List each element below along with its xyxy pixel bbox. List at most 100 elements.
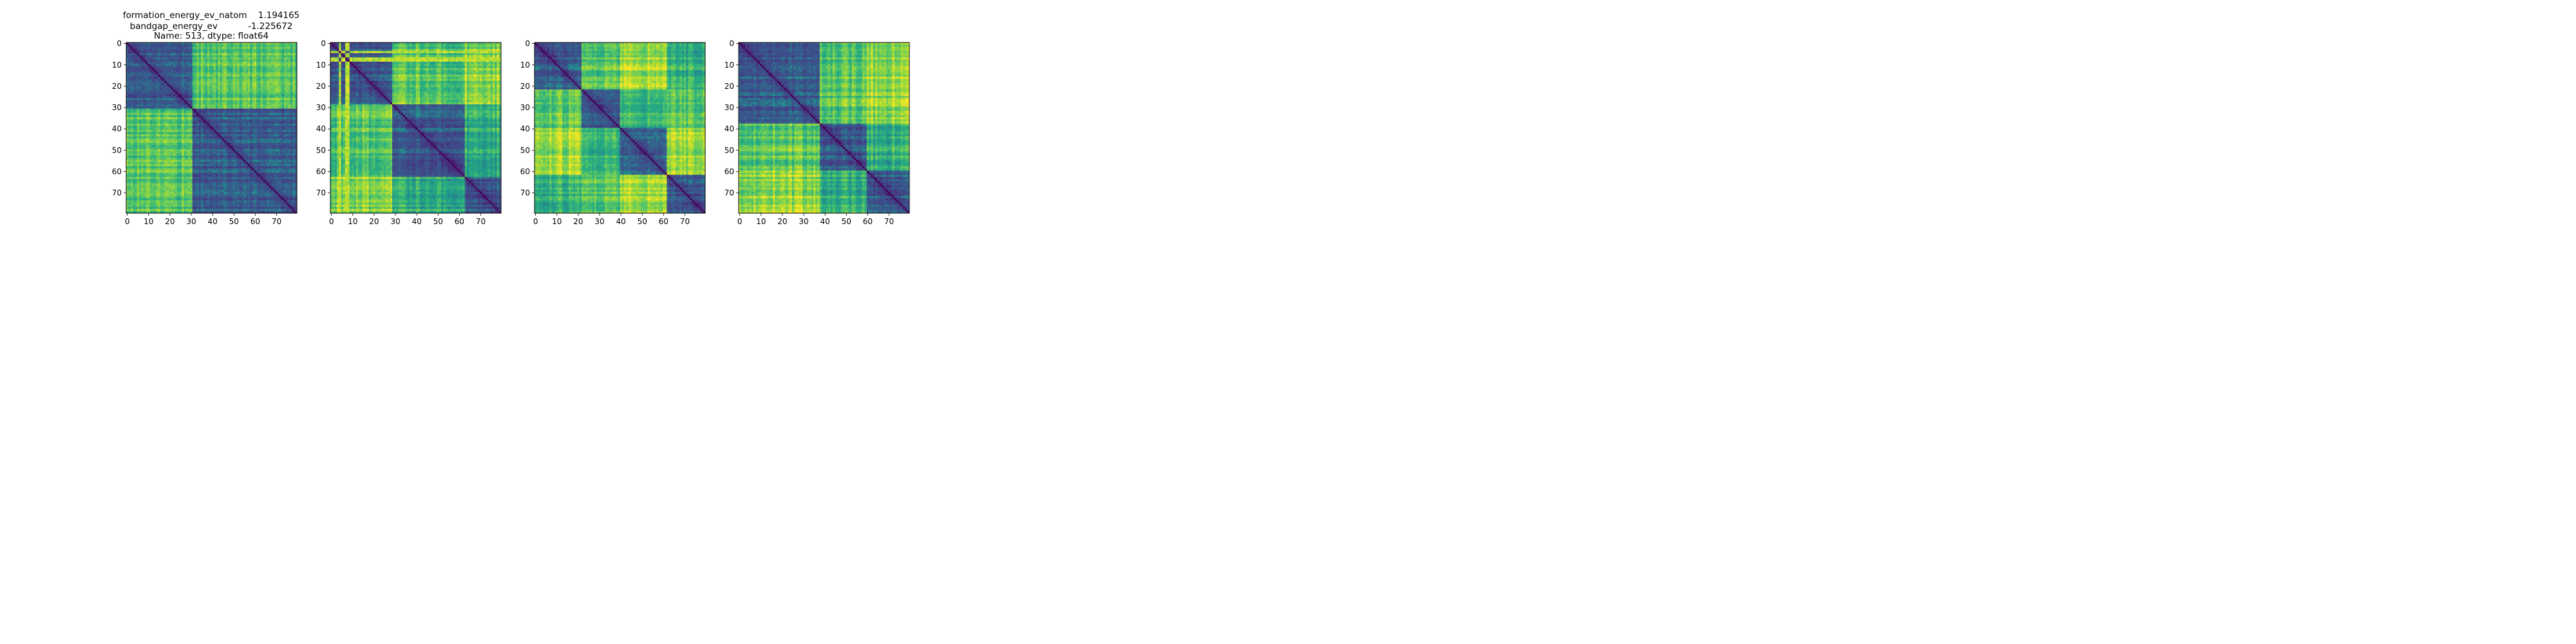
- heatmap-cell: [258, 85, 261, 88]
- heatmap-cell: [260, 77, 263, 79]
- heatmap-cell: [158, 46, 161, 50]
- heatmap-cell: [216, 108, 218, 111]
- heatmap-cell: [239, 77, 242, 79]
- heatmap-cell: [265, 80, 268, 84]
- heatmap-cell: [151, 132, 155, 135]
- heatmap-cell: [269, 117, 272, 120]
- heatmap-cell: [188, 64, 191, 66]
- heatmap-cell: [247, 164, 251, 167]
- heatmap-cell: [222, 89, 225, 92]
- heatmap-cell: [209, 155, 212, 158]
- heatmap-cell: [182, 117, 184, 120]
- heatmap-cell: [263, 89, 265, 92]
- heatmap-cell: [179, 147, 182, 150]
- heatmap-cell: [185, 48, 189, 52]
- heatmap-cell: [156, 170, 159, 173]
- heatmap-cell: [229, 66, 231, 69]
- heatmap-cell: [267, 98, 270, 100]
- heatmap-cell: [254, 51, 257, 53]
- heatmap-cell: [279, 53, 283, 56]
- heatmap-cell: [229, 44, 231, 48]
- heatmap-cell: [220, 43, 223, 45]
- heatmap-cell: [241, 111, 244, 113]
- heatmap-cell: [135, 89, 137, 92]
- heatmap-cell: [247, 53, 251, 56]
- heatmap-cell: [256, 77, 259, 79]
- heatmap-cell: [250, 115, 252, 118]
- heatmap-cell: [256, 164, 259, 167]
- heatmap-cell: [141, 57, 144, 60]
- heatmap-cell: [173, 59, 176, 62]
- heatmap-cell: [292, 113, 296, 116]
- heatmap-cell: [226, 134, 229, 137]
- heatmap-cell: [154, 66, 156, 69]
- heatmap-cell: [252, 145, 255, 147]
- heatmap-cell: [234, 106, 238, 109]
- heatmap-cell: [267, 85, 270, 88]
- heatmap-cell: [200, 145, 204, 147]
- heatmap-cell: [188, 68, 191, 71]
- heatmap-cell: [149, 70, 153, 73]
- heatmap-cell: [278, 164, 280, 167]
- heatmap-cell: [237, 102, 240, 105]
- heatmap-cell: [192, 104, 195, 107]
- heatmap-cell: [239, 61, 242, 64]
- heatmap-cell: [209, 43, 212, 45]
- heatmap-cell: [185, 175, 189, 178]
- heatmap-cell: [273, 93, 276, 97]
- heatmap-cell: [294, 89, 298, 92]
- heatmap-cell: [265, 44, 268, 48]
- heatmap-cell: [275, 123, 278, 126]
- heatmap-cell: [232, 95, 236, 99]
- heatmap-cell: [192, 74, 195, 77]
- heatmap-cell: [209, 59, 212, 62]
- heatmap-cell: [237, 82, 240, 86]
- heatmap-cell: [237, 117, 240, 120]
- heatmap-cell: [250, 85, 252, 88]
- heatmap-cell: [143, 104, 146, 107]
- heatmap-cell: [185, 95, 189, 99]
- heatmap-cell: [143, 175, 146, 178]
- heatmap-cell: [135, 113, 137, 116]
- heatmap-cell: [196, 104, 200, 107]
- heatmap-cell: [177, 129, 180, 133]
- heatmap-cell: [173, 98, 176, 100]
- heatmap-cell: [135, 115, 137, 118]
- heatmap-cell: [192, 164, 195, 167]
- heatmap-cell: [160, 126, 163, 128]
- heatmap-cell: [137, 46, 140, 50]
- heatmap-cell: [252, 106, 255, 109]
- heatmap-cell: [286, 89, 289, 92]
- heatmap-cell: [160, 89, 163, 92]
- heatmap-cell: [263, 128, 265, 131]
- heatmap-cell: [294, 140, 298, 144]
- heatmap-cell: [265, 59, 268, 62]
- heatmap-cell: [179, 162, 182, 165]
- heatmap-cell: [147, 175, 150, 178]
- heatmap-cell: [184, 72, 187, 75]
- heatmap-cell: [164, 87, 167, 90]
- heatmap-cell: [229, 164, 231, 167]
- heatmap-cell: [224, 77, 227, 79]
- heatmap-cell: [147, 134, 150, 137]
- heatmap-cell: [141, 142, 144, 146]
- heatmap-cell: [232, 80, 236, 84]
- heatmap-cell: [171, 134, 174, 137]
- heatmap-cell: [275, 140, 278, 144]
- heatmap-cell: [284, 160, 287, 162]
- heatmap-cell: [188, 121, 191, 124]
- heatmap-cell: [130, 126, 133, 128]
- heatmap-cell: [286, 85, 289, 88]
- heatmap-cell: [256, 129, 259, 133]
- heatmap-cell: [145, 113, 148, 116]
- heatmap-cell: [239, 151, 242, 154]
- heatmap-cell: [294, 136, 298, 139]
- heatmap-cell: [288, 89, 291, 92]
- heatmap-cell: [222, 129, 225, 133]
- heatmap-cell: [292, 79, 296, 82]
- heatmap-cell: [218, 93, 221, 97]
- heatmap-cell: [126, 111, 129, 113]
- heatmap-cell: [226, 57, 229, 60]
- heatmap-cell: [284, 134, 287, 137]
- heatmap-cell: [175, 151, 178, 154]
